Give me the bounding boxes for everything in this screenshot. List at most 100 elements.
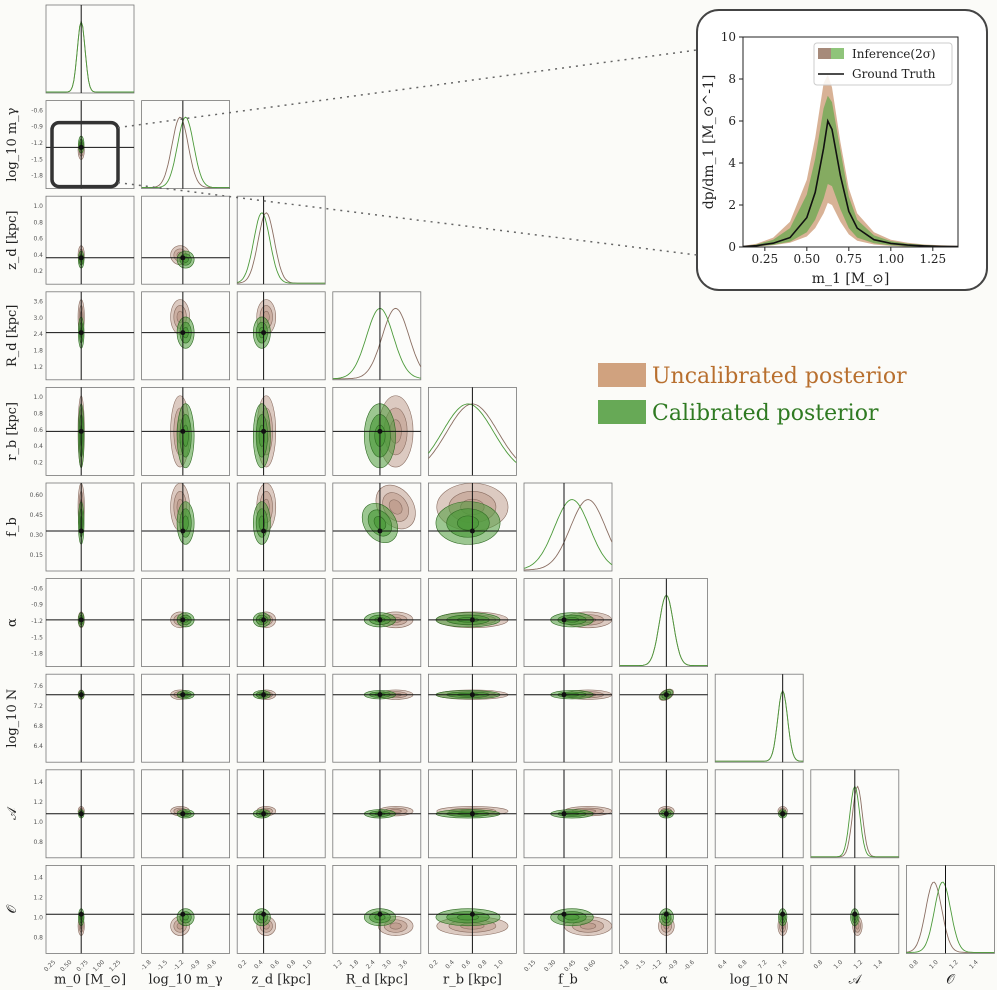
legend-swatch (598, 400, 646, 424)
y-tick-label: -1.8 (31, 651, 43, 658)
x-axis-label-m0: m_0 [M_⊙] (54, 972, 126, 987)
panel-frame (45, 100, 135, 189)
x-axis-label-log10_N: log_10 N (730, 972, 789, 987)
cal-contour-2 (182, 424, 189, 447)
y-tick-label: 0.6 (33, 236, 43, 243)
panel-frame (236, 673, 326, 763)
zoom-box (50, 120, 120, 189)
truth-point (663, 692, 669, 698)
panel-log10_m_gamma-f_b (141, 482, 231, 572)
cal-contour-2 (182, 515, 189, 531)
panel-z_d-A (236, 769, 326, 859)
panel-r_b-r_b (427, 386, 517, 476)
x-tick-label: 0.2 (428, 959, 440, 971)
inset-legend-swatch-uncal (818, 48, 831, 59)
truth-point (261, 811, 267, 817)
x-tick-label: 0.8 (908, 959, 920, 971)
panel-frame (523, 482, 613, 572)
truth-point (469, 528, 475, 534)
x-axis-label-alpha: α (659, 972, 668, 987)
panel-log10_m_gamma-log10_N (141, 673, 231, 763)
panel-R_d-O (332, 865, 422, 954)
inset-y-tick-label: 4 (728, 156, 736, 170)
x-tick-label: 1.4 (873, 959, 885, 971)
truth-point (180, 617, 186, 623)
truth-point (852, 911, 858, 917)
panel-log10_m_gamma-O (141, 865, 231, 954)
y-tick-label: 1.2 (33, 799, 43, 806)
panel-r_b-O (427, 865, 517, 954)
x-tick-label: 0.60 (583, 959, 598, 974)
panel-alpha-log10_N (619, 673, 708, 763)
y-tick-label: 0.8 (33, 219, 43, 226)
inset-y-tick-label: 10 (721, 30, 736, 44)
y-axis-label-O: 𝒪 (5, 905, 20, 914)
inset-legend-band-label: Inference(2σ) (852, 47, 936, 61)
y-tick-label: -1.5 (31, 634, 43, 641)
y-tick-label: 0.30 (30, 532, 44, 539)
x-tick-label: 7.2 (757, 959, 769, 971)
y-tick-label: -0.6 (31, 107, 43, 114)
inset-band-calibrated (743, 95, 958, 247)
panel-f_b-O (523, 865, 613, 954)
panel-R_d-r_b (332, 386, 422, 476)
x-tick-label: 1.0 (833, 959, 845, 971)
panel-frame (45, 482, 135, 572)
truth-point (561, 617, 567, 623)
panel-log10_m_gamma-r_b (141, 386, 231, 476)
x-tick-label: -0.6 (205, 959, 218, 972)
panel-O-O (906, 865, 995, 954)
y-tick-label: 0.45 (30, 512, 44, 519)
x-tick-label: 6.4 (717, 959, 729, 971)
truth-point (261, 692, 267, 698)
cal-marginal-line (46, 20, 134, 93)
panel-R_d-log10_N (332, 673, 422, 763)
panel-frame (236, 578, 326, 667)
inset-x-tick-label: 0.50 (793, 252, 820, 266)
y-tick-label: -1.2 (31, 618, 43, 625)
x-tick-label: 0.8 (477, 959, 489, 971)
x-tick-label: 1.4 (968, 959, 980, 971)
x-tick-label: 1.0 (493, 959, 505, 971)
panel-z_d-log10_N (236, 673, 326, 763)
truth-point (377, 692, 383, 698)
truth-point (78, 528, 84, 534)
truth-point (78, 330, 84, 336)
truth-point (561, 811, 567, 817)
y-tick-label: 1.8 (33, 347, 43, 354)
panel-alpha-alpha (619, 578, 708, 667)
truth-point (780, 811, 786, 817)
truth-point (78, 811, 84, 817)
cal-marginal-line (237, 212, 326, 284)
inset-y-tick-label: 8 (728, 72, 736, 86)
truth-point (469, 617, 475, 623)
panel-m0-f_b (45, 482, 135, 572)
y-axis-label-R_d: R_d [kpc] (5, 305, 20, 367)
inset-y-tick-label: 2 (728, 198, 736, 212)
x-axis-label-A: 𝒜 (849, 972, 863, 987)
cal-marginal-line (715, 689, 804, 762)
y-tick-label: 1.0 (33, 914, 43, 921)
panel-frame (236, 291, 326, 381)
truth-point (561, 692, 567, 698)
truth-point (180, 330, 186, 336)
inset-x-tick-label: 0.25 (751, 252, 778, 266)
panel-frame (45, 4, 135, 94)
y-tick-label: -0.9 (31, 124, 43, 131)
y-tick-label: 2.4 (33, 331, 43, 338)
panel-log10_N-A (714, 769, 804, 859)
x-tick-label: 0.45 (563, 959, 578, 974)
inset-y-axis-label: dp/dm_1 [M_⊙^-1] (701, 75, 717, 210)
panel-m0-log10_N (45, 673, 135, 763)
panel-frame (714, 865, 804, 954)
panel-frame (141, 100, 231, 189)
panel-z_d-f_b (236, 482, 326, 572)
cal-marginal-line (523, 499, 613, 569)
y-tick-label: 1.0 (33, 203, 43, 210)
panel-frame (141, 195, 231, 285)
panel-m0-R_d (45, 291, 135, 381)
y-tick-label: -1.2 (31, 140, 43, 147)
panel-log10_N-log10_N (714, 673, 804, 763)
truth-point (261, 617, 267, 623)
truth-point (261, 428, 267, 434)
